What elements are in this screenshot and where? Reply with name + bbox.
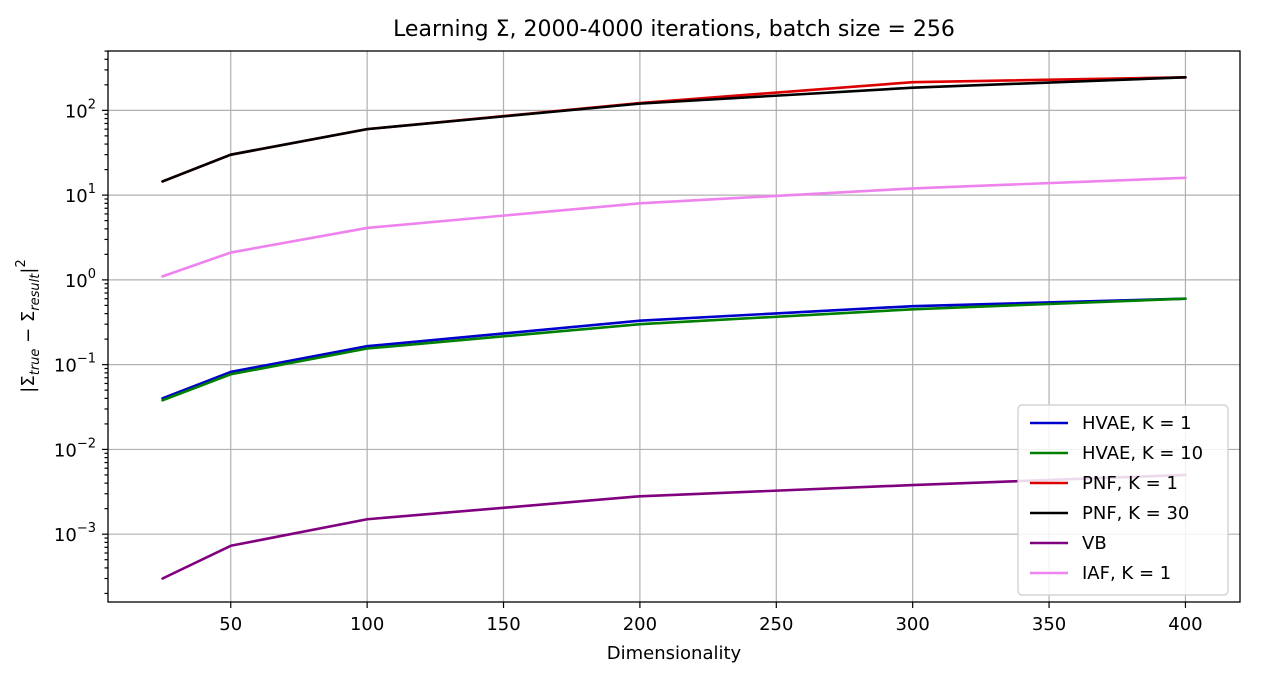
legend-label: HVAE, K = 1 bbox=[1082, 413, 1192, 434]
x-axis-label: Dimensionality bbox=[607, 643, 742, 664]
x-tick-label: 50 bbox=[219, 614, 242, 635]
legend-box bbox=[1017, 404, 1229, 596]
y-label-minus: − bbox=[18, 322, 39, 349]
legend-label: IAF, K = 1 bbox=[1082, 563, 1171, 584]
legend-item: IAF, K = 1 bbox=[1030, 563, 1171, 584]
series-line-hvae-k-1 bbox=[161, 297, 1187, 400]
y-tick-label: 100 bbox=[65, 267, 96, 292]
x-tick-label: 150 bbox=[486, 614, 520, 635]
x-tick-label: 100 bbox=[350, 614, 384, 635]
legend-label: PNF, K = 30 bbox=[1082, 503, 1189, 524]
y-label-pipe-close: | bbox=[18, 268, 39, 274]
y-tick-label: 10−2 bbox=[54, 436, 96, 461]
x-tick-label: 400 bbox=[1168, 614, 1202, 635]
legend-item: VB bbox=[1030, 533, 1107, 554]
y-tick-label: 10−1 bbox=[54, 352, 96, 377]
plot-lines bbox=[161, 76, 1187, 580]
chart-title: Learning Σ, 2000-4000 iterations, batch … bbox=[393, 17, 955, 42]
x-tick-label: 350 bbox=[1032, 614, 1066, 635]
x-tick-label: 250 bbox=[759, 614, 793, 635]
y-tick-label: 10−3 bbox=[54, 521, 96, 546]
y-label-sub-true: true bbox=[28, 349, 43, 376]
series-line-hvae-k-10 bbox=[161, 297, 1187, 402]
legend-item: HVAE, K = 10 bbox=[1030, 443, 1203, 464]
series-line-pnf-k-1 bbox=[161, 76, 1187, 183]
plot-frame bbox=[107, 50, 1241, 603]
y-label-sigma-true: Σ bbox=[18, 375, 39, 386]
y-axis-label: |Σtrue − Σresult|2 bbox=[14, 259, 43, 392]
series-line-vb bbox=[161, 473, 1187, 580]
legend-label: HVAE, K = 10 bbox=[1082, 443, 1203, 464]
x-tick-label: 200 bbox=[623, 614, 657, 635]
y-tick-label: 101 bbox=[65, 182, 96, 207]
ticks bbox=[102, 50, 1187, 608]
y-label-pipe-open: | bbox=[18, 387, 39, 393]
legend-label: VB bbox=[1082, 533, 1107, 554]
y-label-sub-result: result bbox=[28, 273, 43, 311]
y-tick-labels: 102 101 100 10−1 10−2 10−3 bbox=[54, 97, 96, 546]
y-label-sigma-result: Σ bbox=[18, 311, 39, 322]
series-line-pnf-k-30 bbox=[161, 76, 1187, 183]
x-tick-labels: 50 100 150 200 250 300 350 400 bbox=[219, 614, 1202, 635]
legend-label: PNF, K = 1 bbox=[1082, 473, 1178, 494]
series-line-iaf-k-1 bbox=[161, 176, 1187, 278]
y-tick-label: 102 bbox=[65, 97, 96, 122]
legend-item: HVAE, K = 1 bbox=[1030, 413, 1192, 434]
x-tick-label: 300 bbox=[895, 614, 929, 635]
legend-item: PNF, K = 30 bbox=[1030, 503, 1189, 524]
legend: HVAE, K = 1 HVAE, K = 10 PNF, K = 1 PNF, K … bbox=[1017, 404, 1229, 596]
y-label-sup: 2 bbox=[14, 259, 29, 267]
legend-item: PNF, K = 1 bbox=[1030, 473, 1178, 494]
